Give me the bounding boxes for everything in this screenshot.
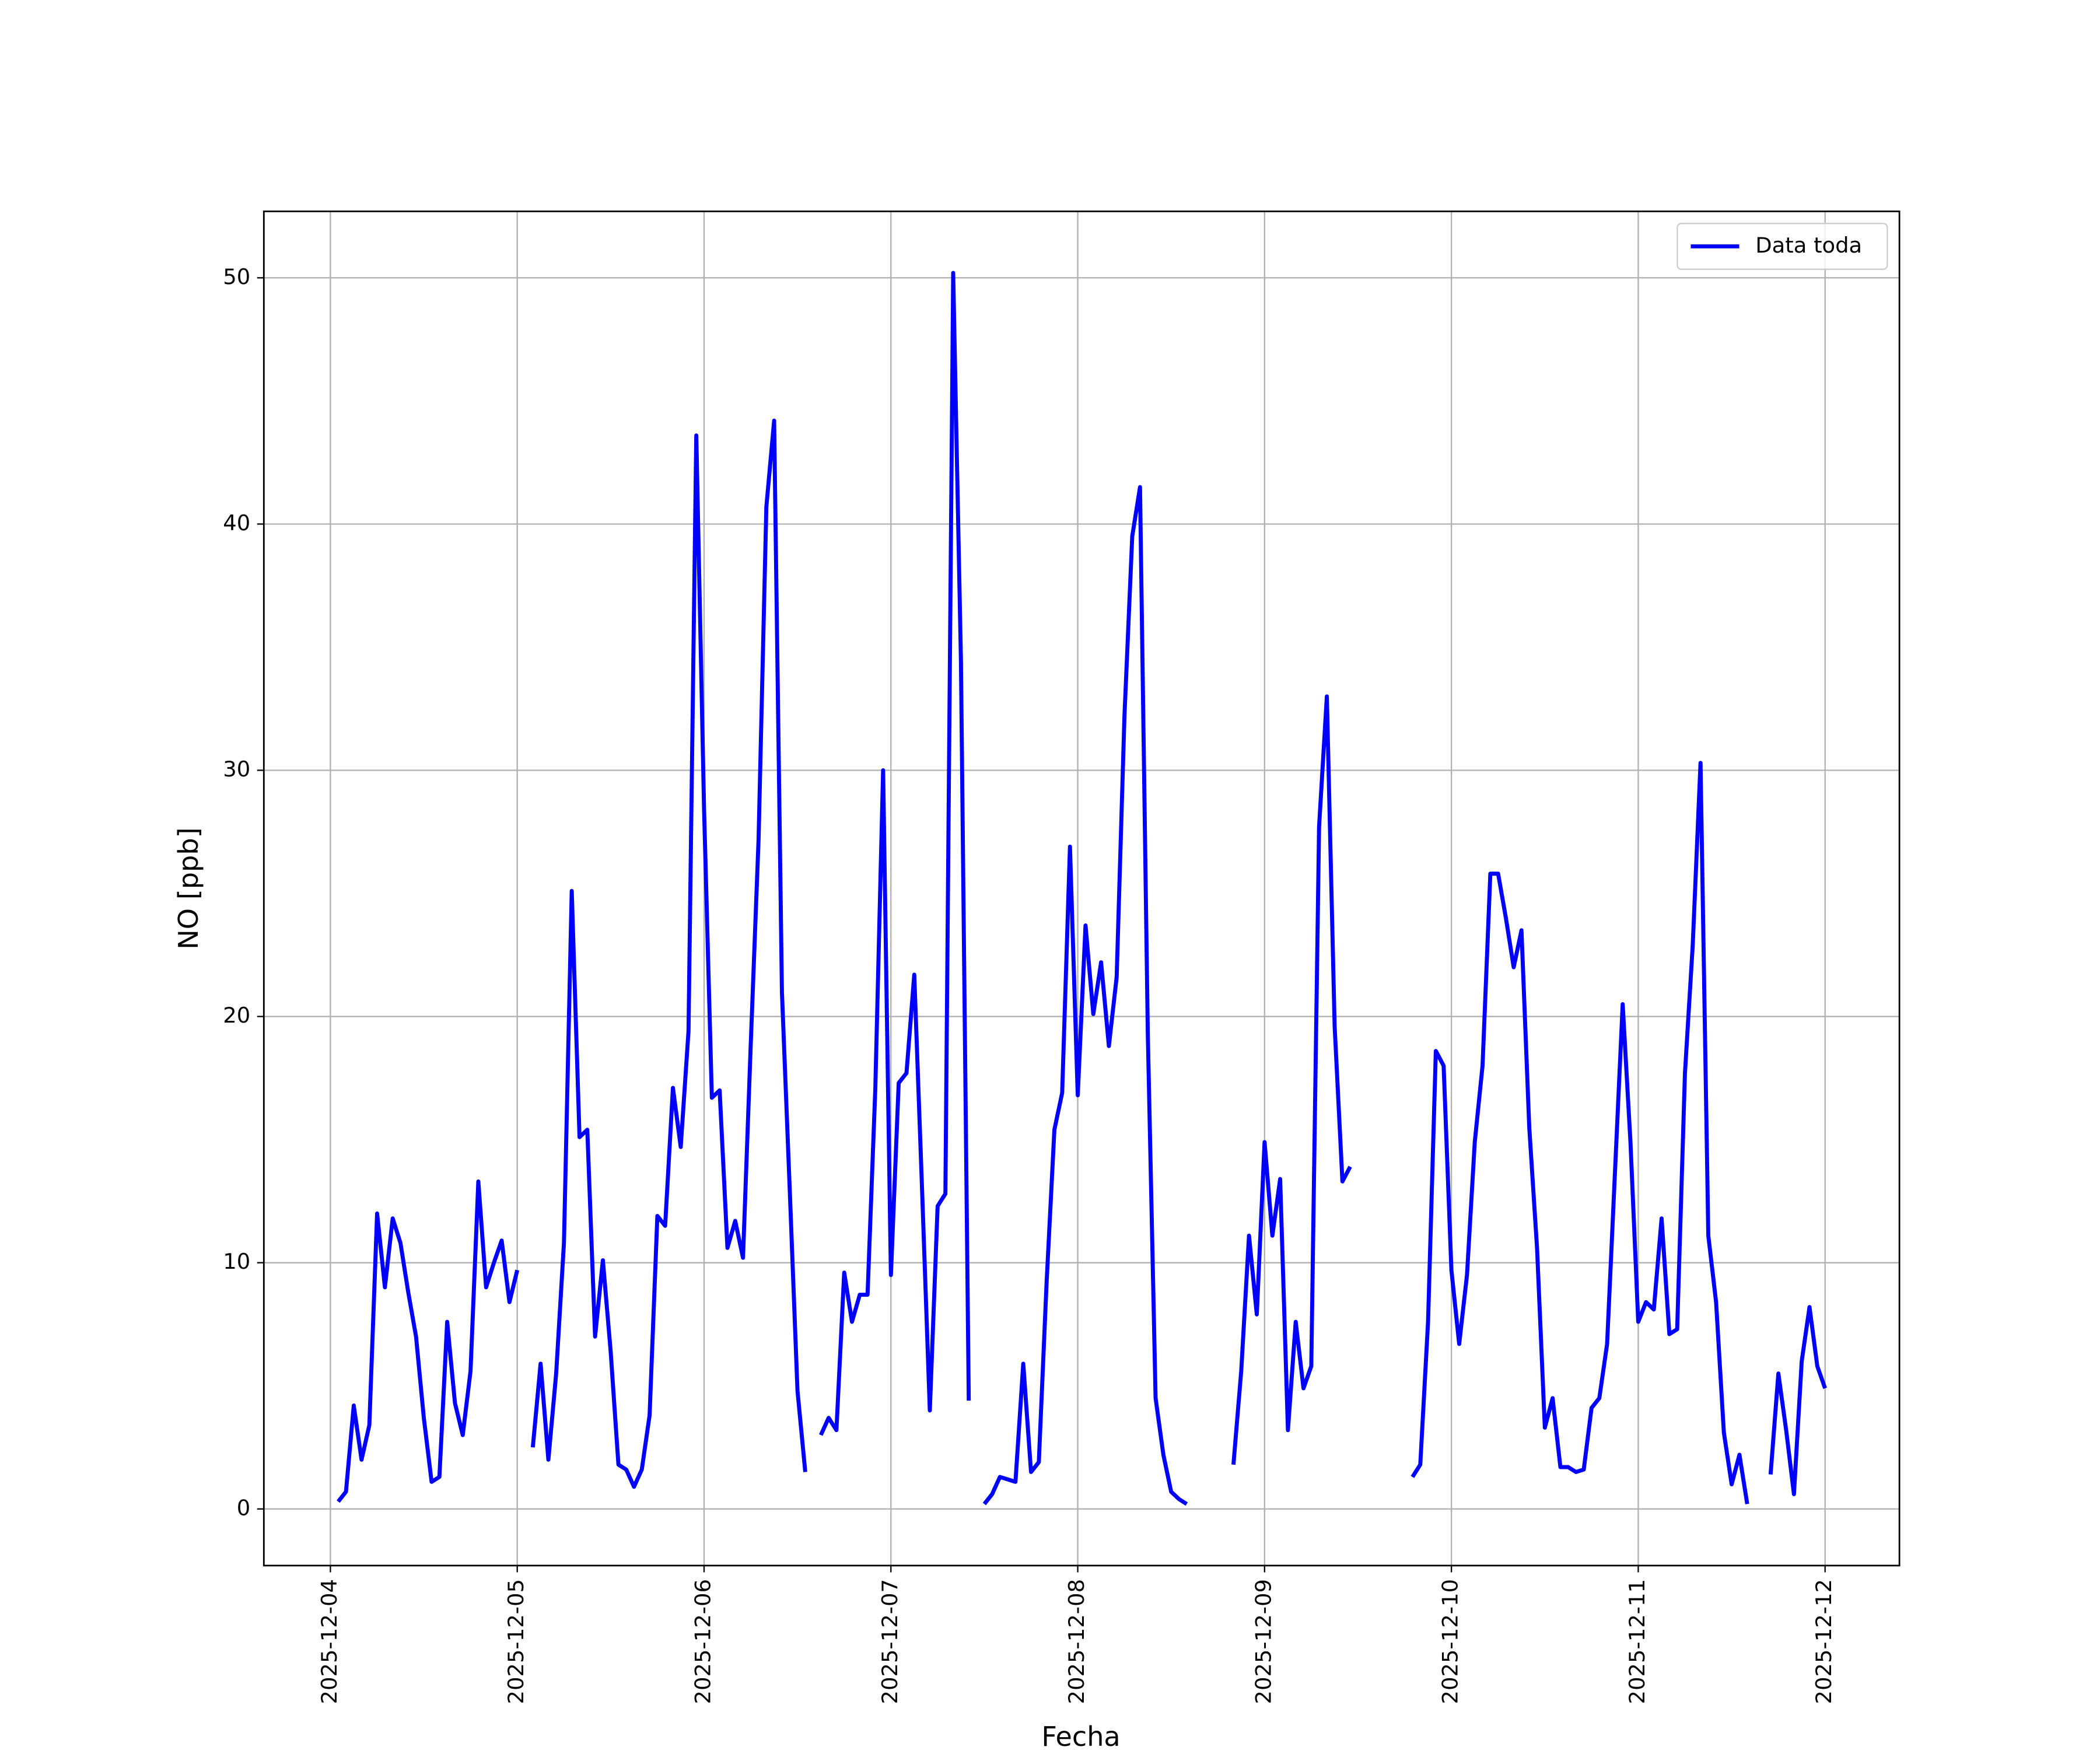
legend-label: Data toda (1755, 233, 1862, 258)
y-tick-label: 10 (223, 1249, 250, 1274)
data-line (337, 271, 1827, 1506)
axes-frame (262, 210, 1901, 1567)
x-tick-label: 2025-12-08 (1064, 1579, 1089, 1704)
x-tick-label: 2025-12-09 (1251, 1579, 1276, 1704)
x-tick-label: 2025-12-12 (1811, 1579, 1836, 1704)
y-tick-label: 30 (223, 757, 250, 782)
y-tick-label: 50 (223, 264, 250, 289)
x-tick-label: 2025-12-06 (690, 1579, 715, 1704)
y-tick-label: 20 (223, 1003, 250, 1028)
x-tick-label: 2025-12-10 (1438, 1579, 1463, 1704)
y-axis-label: NO [ppb] (173, 827, 204, 949)
legend-box (1676, 222, 1888, 270)
x-tick-label: 2025-12-11 (1625, 1579, 1650, 1704)
y-tick-label: 0 (237, 1495, 250, 1520)
y-tick-label: 40 (223, 510, 250, 536)
x-tick-label: 2025-12-05 (503, 1579, 528, 1704)
x-axis-label: Fecha (1041, 1721, 1120, 1750)
x-tick-label: 2025-12-04 (317, 1579, 342, 1704)
x-tick-label: 2025-12-07 (877, 1579, 902, 1704)
